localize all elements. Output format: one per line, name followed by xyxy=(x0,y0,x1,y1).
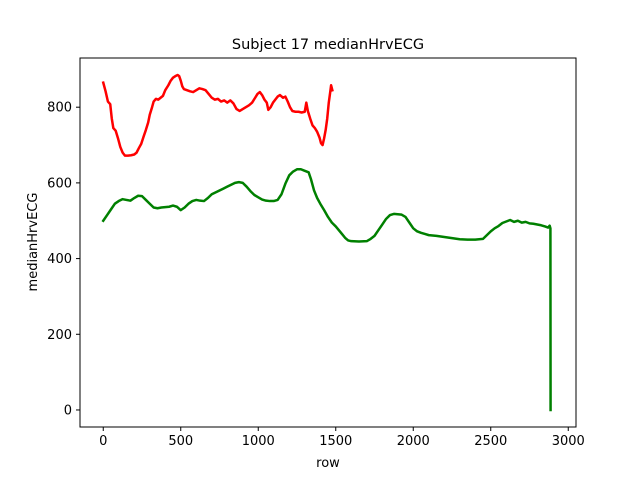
y-tick-label: 0 xyxy=(64,403,72,418)
y-axis: 0 200 400 600 800 xyxy=(47,101,80,418)
series-line-2 xyxy=(101,168,552,412)
x-tick-label: 2000 xyxy=(397,434,430,449)
y-tick-label: 200 xyxy=(47,328,72,343)
x-tick-label: 500 xyxy=(168,434,193,449)
x-tick-label: 3000 xyxy=(552,434,585,449)
x-tick-label: 0 xyxy=(99,434,107,449)
x-axis-label: row xyxy=(316,456,340,471)
y-tick-label: 600 xyxy=(47,176,72,191)
y-tick-label: 400 xyxy=(47,252,72,267)
y-tick-label: 800 xyxy=(47,101,72,116)
plot-frame xyxy=(79,57,577,428)
x-axis: 0 500 1000 1500 2000 2500 3000 xyxy=(99,427,585,449)
x-tick-label: 2500 xyxy=(474,434,507,449)
x-tick-label: 1000 xyxy=(242,434,275,449)
series-layer xyxy=(101,73,552,412)
chart-title: Subject 17 medianHrvECG xyxy=(232,37,424,53)
y-axis-label: medianHrvECG xyxy=(26,193,41,292)
x-tick-label: 1500 xyxy=(319,434,352,449)
series-line-1 xyxy=(101,73,334,157)
